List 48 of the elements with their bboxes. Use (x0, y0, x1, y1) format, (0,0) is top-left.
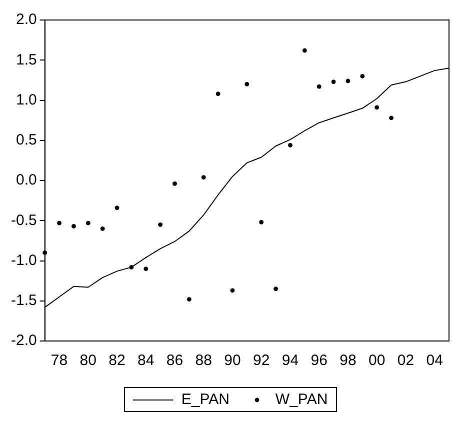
point (316, 84, 322, 89)
y-tick-label: -1.0 (10, 252, 37, 269)
point (216, 92, 220, 96)
point (288, 142, 292, 148)
legend-label: W_PAN (275, 391, 328, 408)
point (274, 286, 278, 292)
point (259, 220, 264, 224)
point (244, 82, 250, 86)
point (100, 226, 105, 231)
point (144, 266, 148, 271)
x-tick-label: 78 (50, 352, 68, 370)
x-tick-label: 94 (282, 352, 299, 370)
x-tick-label: 92 (253, 352, 270, 370)
x-tick-label: 86 (166, 352, 184, 370)
point (374, 105, 380, 110)
point (114, 206, 120, 210)
point (186, 297, 192, 302)
point (302, 48, 307, 53)
y-tick-label: -0.5 (10, 212, 37, 229)
x-tick-label: 80 (80, 352, 96, 370)
point (57, 220, 62, 226)
point (331, 80, 336, 84)
point (72, 224, 76, 228)
y-tick-label: 2.0 (16, 11, 37, 28)
x-tick-label: 82 (108, 352, 126, 370)
y-tick-label: 1.5 (16, 51, 37, 68)
legend-label: E_PAN (181, 391, 230, 408)
point (346, 78, 350, 84)
point (360, 74, 365, 78)
point (172, 182, 177, 186)
point (86, 220, 90, 226)
y-tick-label: -2.0 (10, 332, 37, 350)
point (230, 288, 235, 293)
y-tick-label: 0.0 (16, 172, 37, 189)
point (201, 175, 206, 180)
x-tick-label: 90 (224, 352, 241, 370)
x-tick-label: 00 (368, 352, 386, 370)
point (389, 116, 394, 120)
y-tick-label: 1.0 (16, 91, 37, 108)
x-tick-label: 96 (310, 352, 328, 370)
x-tick-label: 98 (340, 352, 356, 370)
y-tick-label: -1.5 (10, 292, 37, 310)
x-tick-label: 84 (138, 352, 154, 370)
x-tick-label: 04 (426, 352, 443, 370)
y-tick-label: 0.5 (16, 132, 37, 149)
x-tick-label: 02 (397, 352, 414, 370)
x-tick-label: 88 (195, 352, 212, 370)
point (158, 222, 163, 227)
